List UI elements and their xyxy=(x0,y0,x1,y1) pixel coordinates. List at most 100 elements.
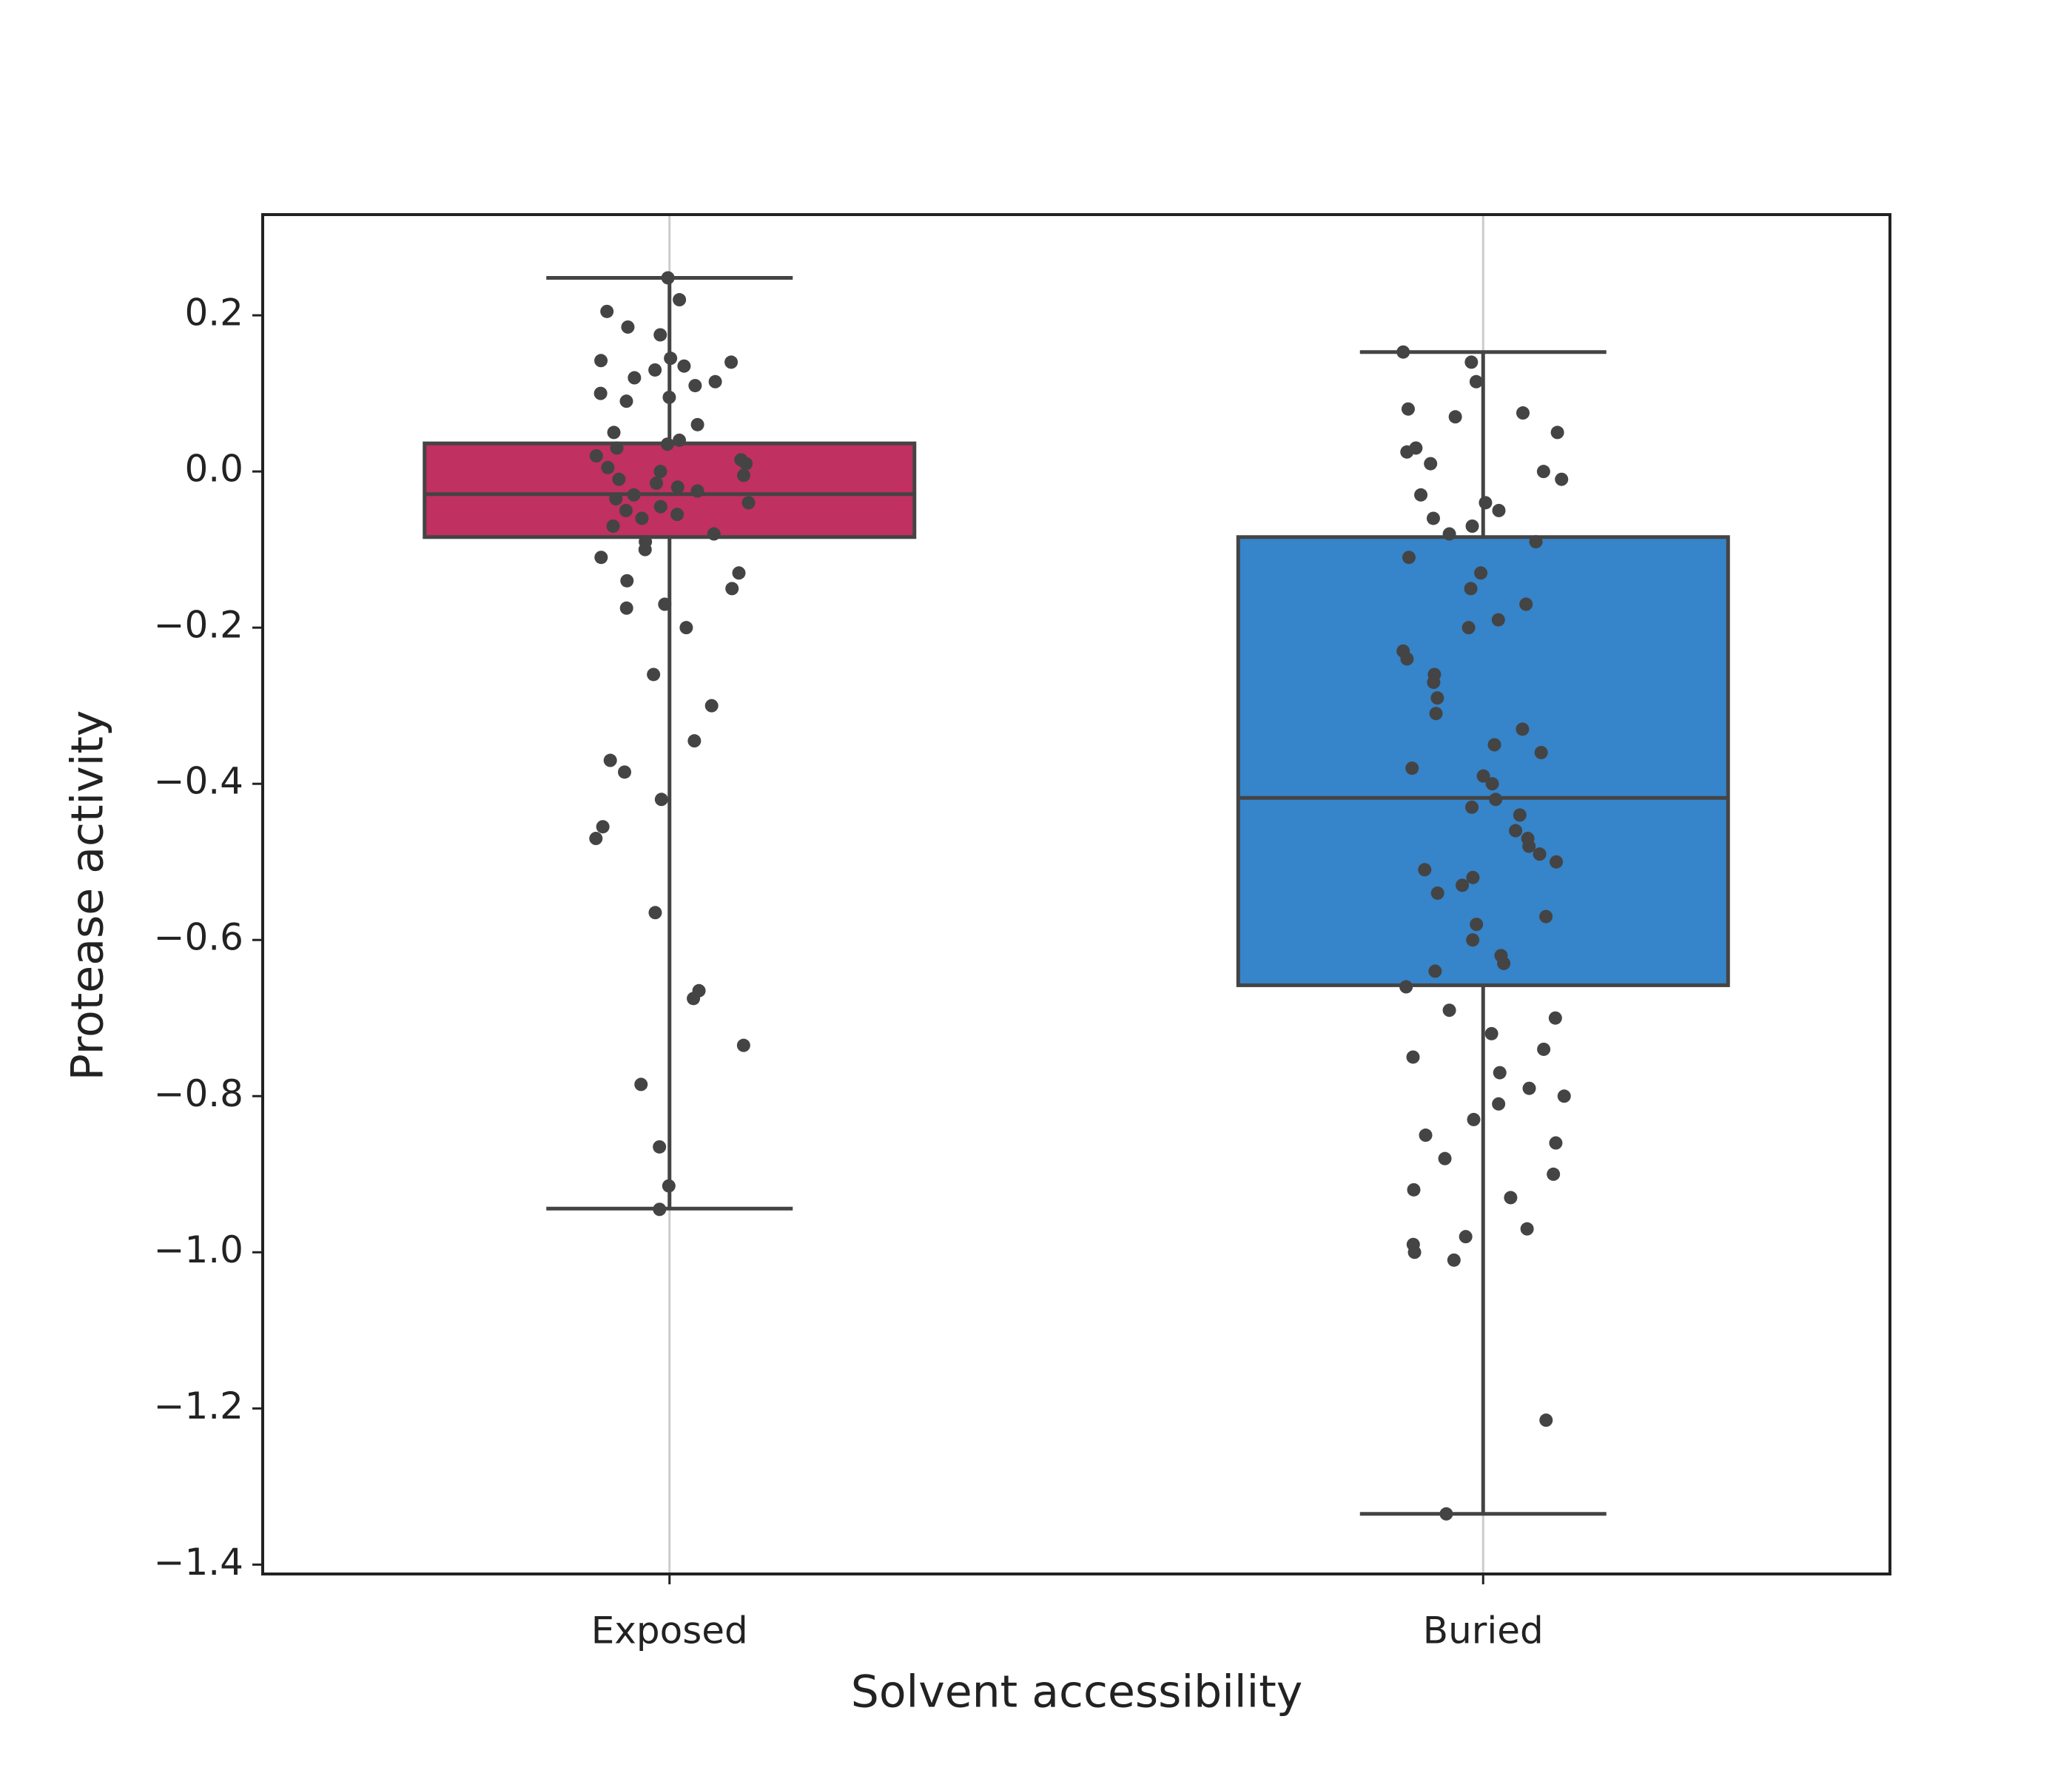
data-point xyxy=(707,527,721,541)
data-point xyxy=(653,500,667,514)
data-point xyxy=(1405,761,1419,776)
data-point xyxy=(1476,769,1490,783)
data-point xyxy=(1519,597,1533,611)
y-tick-label: −0.4 xyxy=(154,760,243,803)
data-point xyxy=(708,374,722,388)
data-point xyxy=(1557,1089,1571,1103)
data-point xyxy=(1430,886,1444,900)
data-point xyxy=(621,320,635,334)
data-point xyxy=(606,519,620,534)
data-point xyxy=(1513,808,1527,822)
x-tick-label: Exposed xyxy=(591,1610,748,1652)
data-point xyxy=(670,480,684,494)
data-point xyxy=(628,371,642,385)
data-point xyxy=(601,460,615,474)
data-point xyxy=(687,734,702,748)
data-point xyxy=(638,542,652,556)
data-point xyxy=(732,566,746,580)
data-point xyxy=(1447,1253,1461,1267)
data-point xyxy=(594,354,608,368)
data-point xyxy=(662,390,676,404)
data-point xyxy=(654,793,668,807)
y-tick-label: 0.0 xyxy=(184,448,243,491)
data-point xyxy=(1414,488,1428,502)
data-point xyxy=(725,582,739,596)
data-point xyxy=(589,832,603,846)
data-point xyxy=(1427,676,1441,690)
data-point xyxy=(1550,855,1564,869)
data-point xyxy=(603,753,617,767)
x-tick-label: Buried xyxy=(1423,1610,1544,1652)
box xyxy=(1236,535,1730,987)
data-point xyxy=(690,484,704,498)
data-point xyxy=(596,820,610,834)
data-point xyxy=(1539,1413,1553,1427)
y-tick-label: −0.2 xyxy=(154,604,243,647)
data-point xyxy=(741,496,756,510)
data-point xyxy=(1448,410,1462,424)
data-point xyxy=(1474,566,1488,580)
data-point xyxy=(673,293,687,307)
data-point xyxy=(589,449,603,463)
data-point xyxy=(1529,535,1543,549)
data-point xyxy=(607,426,621,440)
data-point xyxy=(1536,465,1550,479)
data-point xyxy=(660,437,674,451)
data-point xyxy=(1534,745,1548,759)
data-point xyxy=(658,597,672,611)
data-point xyxy=(653,328,667,342)
data-point xyxy=(619,394,633,408)
data-point xyxy=(635,511,649,525)
data-point xyxy=(1522,1081,1536,1095)
data-point xyxy=(653,1202,667,1217)
data-point xyxy=(1424,457,1438,471)
data-point xyxy=(1469,374,1483,388)
data-point xyxy=(1549,1136,1563,1150)
data-point xyxy=(1459,1230,1473,1244)
data-point xyxy=(1399,980,1413,994)
data-point xyxy=(670,508,684,522)
data-point xyxy=(647,667,661,682)
data-point xyxy=(690,417,704,431)
data-point xyxy=(1401,402,1415,416)
data-point xyxy=(739,457,753,471)
data-point xyxy=(1438,1151,1452,1166)
data-point xyxy=(1487,738,1501,752)
data-point xyxy=(1479,496,1493,510)
data-point xyxy=(649,476,663,490)
data-point xyxy=(1537,1042,1551,1056)
data-point xyxy=(1548,1011,1562,1025)
data-point xyxy=(1462,621,1476,635)
data-point xyxy=(1516,722,1530,736)
y-tick-label: −0.6 xyxy=(154,916,243,959)
data-point xyxy=(1428,964,1442,978)
data-point xyxy=(653,465,667,479)
y-axis-label: Protease activity xyxy=(62,710,114,1081)
data-point xyxy=(648,906,662,920)
data-point xyxy=(1464,582,1478,596)
data-point xyxy=(1456,878,1470,892)
data-point xyxy=(724,355,739,369)
data-point xyxy=(609,492,623,506)
data-point xyxy=(1467,1112,1481,1126)
data-point xyxy=(1466,933,1480,947)
data-point xyxy=(594,551,608,565)
data-point xyxy=(664,352,678,366)
data-point xyxy=(1484,1026,1498,1040)
y-tick-label: 0.2 xyxy=(184,292,243,334)
data-point xyxy=(634,1077,648,1092)
data-point xyxy=(610,441,624,455)
data-point xyxy=(736,1038,750,1052)
data-point xyxy=(1522,839,1536,853)
data-point xyxy=(1406,1050,1420,1064)
data-point xyxy=(1439,1507,1453,1521)
data-point xyxy=(736,468,750,482)
y-tick-label: −1.2 xyxy=(154,1385,243,1427)
data-point xyxy=(1407,1183,1421,1197)
data-point xyxy=(1465,519,1479,534)
y-tick-label: −1.0 xyxy=(154,1228,243,1271)
data-point xyxy=(1493,1066,1507,1080)
data-point xyxy=(1547,1167,1561,1181)
data-point xyxy=(662,1179,676,1193)
